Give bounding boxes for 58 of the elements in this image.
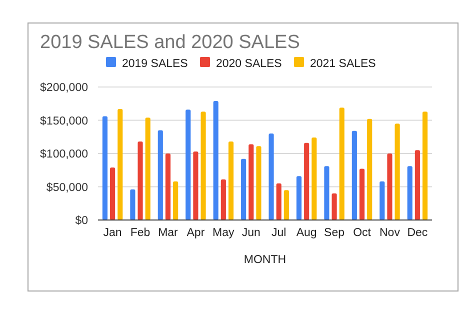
bar bbox=[130, 189, 136, 220]
bar bbox=[228, 142, 234, 220]
bar bbox=[200, 112, 206, 220]
bar bbox=[110, 167, 116, 220]
bar bbox=[213, 100, 218, 220]
bar bbox=[407, 166, 412, 220]
legend-label: 2019 SALES bbox=[122, 58, 188, 70]
bar bbox=[359, 168, 365, 220]
x-tick-label: Jun bbox=[242, 227, 260, 239]
bar bbox=[102, 116, 108, 220]
x-tick-label: Nov bbox=[380, 227, 400, 239]
x-tick-label: Aug bbox=[296, 227, 317, 239]
bar bbox=[193, 152, 198, 220]
x-axis-title: MONTH bbox=[244, 254, 286, 266]
legend-label: 2021 SALES bbox=[310, 58, 376, 70]
x-tick-label: Oct bbox=[353, 227, 372, 239]
bar bbox=[173, 181, 178, 220]
bar bbox=[165, 154, 171, 220]
bar bbox=[352, 130, 357, 220]
bar bbox=[248, 144, 254, 220]
bar bbox=[241, 158, 246, 220]
bar bbox=[158, 130, 163, 220]
bar bbox=[387, 154, 392, 220]
chart-title: 2019 SALES and 2020 SALES bbox=[40, 32, 300, 53]
bar bbox=[380, 181, 385, 220]
x-tick-label: May bbox=[212, 227, 235, 239]
y-tick-label: $200,000 bbox=[40, 82, 88, 94]
y-tick-label: $150,000 bbox=[40, 115, 88, 128]
x-tick-label: Jan bbox=[103, 227, 122, 239]
bar bbox=[284, 190, 289, 220]
bar bbox=[394, 124, 400, 220]
bar bbox=[339, 108, 344, 220]
bar bbox=[422, 112, 428, 220]
bar bbox=[367, 118, 372, 220]
y-tick-label: $0 bbox=[75, 215, 88, 227]
x-tick-label: Feb bbox=[130, 227, 150, 239]
x-tick-label: Jul bbox=[272, 227, 286, 239]
x-tick-label: Dec bbox=[407, 227, 428, 239]
bar bbox=[256, 146, 262, 220]
bar bbox=[324, 166, 330, 220]
bar bbox=[332, 193, 337, 220]
bar bbox=[138, 142, 143, 220]
x-tick-label: Mar bbox=[158, 227, 178, 239]
y-tick-label: $50,000 bbox=[46, 182, 88, 194]
bar bbox=[296, 176, 302, 220]
x-tick-label: Apr bbox=[186, 227, 205, 239]
bar bbox=[312, 138, 317, 220]
bar bbox=[118, 108, 123, 220]
bar bbox=[276, 183, 282, 220]
bar bbox=[304, 142, 310, 220]
legend-label: 2020 SALES bbox=[216, 58, 282, 70]
bar bbox=[268, 134, 274, 220]
x-tick-label: Sep bbox=[324, 227, 345, 239]
bar bbox=[220, 179, 226, 220]
bar bbox=[414, 150, 420, 220]
bar bbox=[145, 118, 150, 220]
bar bbox=[186, 110, 191, 220]
y-tick-label: $100,000 bbox=[40, 148, 88, 160]
